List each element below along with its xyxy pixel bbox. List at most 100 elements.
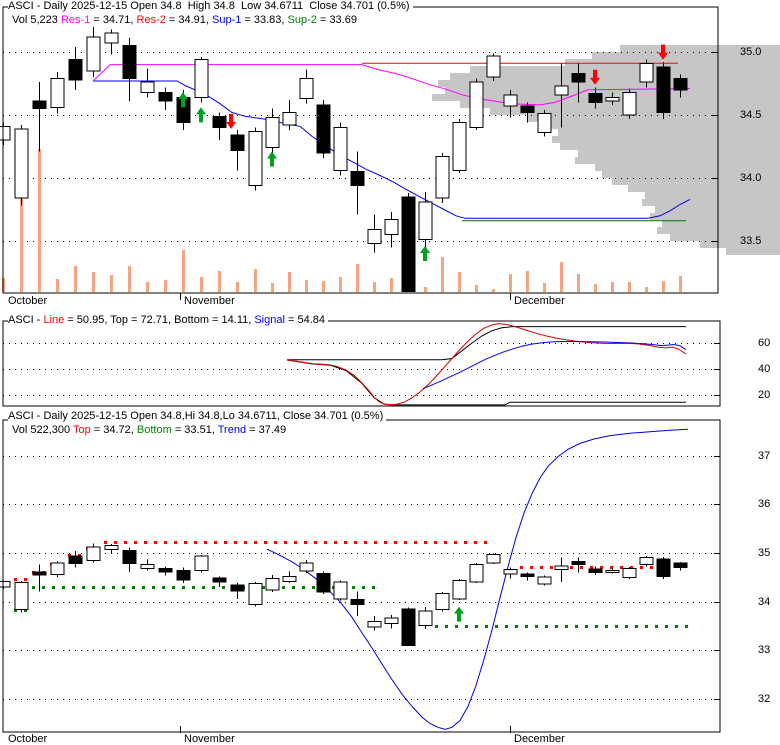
legend-segment: = 33.69 [316,14,357,26]
volume-profile-bar [612,178,780,185]
candlestick [212,115,227,129]
volume-profile-bar [700,241,780,248]
panel-border [2,419,721,733]
candlestick [50,78,65,108]
panel1-title-text: ASCI - Daily 2025-12-15 Open 34.8 High 3… [8,0,410,12]
y-axis-label: 33.5 [740,235,762,247]
panel3-legend: Vol 522,300 Top = 34.72, Bottom = 33.51,… [12,424,290,437]
legend-segment: Vol 5,223 [12,14,61,26]
legend-segment: = 34.91, [165,14,212,26]
volume-bar [577,274,580,292]
y-axis-label: 34.0 [740,172,762,184]
volume-bar [679,276,682,292]
title-segment: ASCI - [8,314,44,326]
title-segment: = 50.95, Top = 72.71, Bottom = 14.11, [64,314,255,326]
volume-profile-bar [592,52,780,59]
legend-segment: = 37.49 [246,424,287,436]
sell-signal-down-arrow-icon [658,44,668,60]
panel-border [2,320,721,407]
candlestick [32,571,47,576]
month-label: October [8,295,48,307]
candlestick [299,562,314,572]
legend-segment: Trend [217,424,247,436]
volume-bar [164,280,167,292]
volume-bar [373,282,376,292]
volume-profile-bar [578,150,780,157]
candlestick [452,579,467,600]
volume-bar [339,277,342,292]
volume-profile-bar [642,199,780,206]
volume-bar [560,262,563,292]
res1-line [92,64,691,106]
candlestick [248,130,263,187]
month-label: October [8,733,48,745]
volume-profile-bar [438,80,780,87]
candlestick [503,569,518,575]
y-axis-label: 35 [758,547,771,559]
volume-bar [543,283,546,292]
sell-signal-down-arrow-icon [590,69,600,85]
volume-bar [526,271,529,292]
volume-bar [20,197,23,292]
month-label: December [514,733,565,745]
volume-profile-bar [470,66,780,73]
volume-profile-bar [670,234,780,241]
y-axis-label: 37 [758,450,771,462]
legend-segment: = 33.51, [171,424,218,436]
candlestick [68,555,83,565]
oscillator-signal-line [422,341,687,390]
candlestick [367,621,382,628]
volume-profile-bar [560,143,780,150]
candlestick [316,573,331,593]
volume-bar [390,278,393,292]
volume-bar [356,264,359,292]
volume-profile-bar [650,213,780,220]
sell-signal-down-arrow-icon [226,113,236,129]
volume-profile-bar [595,164,780,171]
candlestick [384,617,399,625]
month-label: November [184,295,235,307]
volume-bar [475,285,478,292]
volume-bar [110,275,113,292]
volume-bar [458,272,461,292]
candlestick [537,113,552,134]
volume-bar [492,289,495,292]
oscillator-line-line [286,323,687,406]
volume-profile-bar [628,185,780,192]
volume-bar [182,250,185,292]
candlestick [401,608,416,646]
volume-profile-bar [662,220,780,227]
volume-profile-bar [528,115,780,122]
title-segment: Line [43,314,65,326]
panel2-title: ASCI - Line = 50.95, Top = 72.71, Bottom… [8,314,328,327]
volume-bar [218,271,221,292]
candlestick [673,78,688,91]
month-label: November [184,733,235,745]
buy-signal-up-arrow-icon [454,606,464,622]
candlestick [140,564,155,570]
candlestick [486,554,501,564]
y-axis-label: 60 [758,337,771,349]
volume-profile-bar [620,45,780,52]
buy-signal-up-arrow-icon [196,107,206,123]
volume-bar [424,287,427,292]
volume-bar [645,287,648,292]
volume-bar [441,257,444,292]
buy-signal-up-arrow-icon [420,246,430,261]
candlestick [605,570,620,573]
legend-segment: = 33.83, [241,14,288,26]
volume-bar [271,283,274,292]
volume-bar [288,272,291,292]
candlestick [230,584,245,592]
candlestick [194,555,209,572]
candlestick [86,36,101,72]
y-axis-label: 34 [758,596,771,608]
oscillator-bottom-line [286,359,686,406]
volume-profile-bar [545,122,780,129]
candlestick [469,564,484,583]
candlestick [520,573,535,577]
panel1-legend: Vol 5,223 Res-1 = 34.71, Res-2 = 34.91, … [12,14,360,27]
candlestick [14,582,29,611]
candlestick [104,545,119,551]
